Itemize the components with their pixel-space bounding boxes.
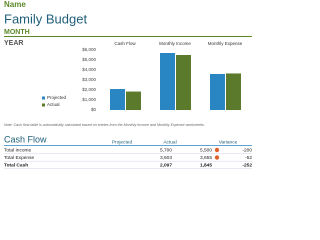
y-tick-label: $3,000 [82, 77, 96, 82]
y-tick-label: $2,000 [82, 87, 96, 92]
cell: 3,603 [160, 155, 172, 161]
legend-swatch [42, 96, 45, 100]
y-tick-label: $5,000 [82, 57, 96, 62]
cell: 3,655 [200, 155, 212, 161]
name-label: Name [4, 0, 26, 9]
legend-label: Actual [47, 102, 60, 107]
category-label: Monthly Income [159, 41, 191, 46]
bar [176, 55, 191, 110]
month-label: MONTH [4, 29, 30, 36]
legend-label: Projected [47, 95, 67, 100]
y-tick-label: $1,000 [82, 97, 96, 102]
y-tick-label: $6,000 [82, 47, 96, 52]
bar [210, 73, 225, 110]
status-icon [214, 147, 220, 153]
row-label: Total Cash [4, 162, 28, 168]
cell: 2,097 [160, 162, 172, 168]
bar [160, 53, 175, 110]
cell: 5,500 [200, 147, 212, 153]
category-label: Cash Flow [114, 41, 136, 46]
bar [110, 89, 125, 110]
column-header: Variance [219, 139, 238, 145]
bar [226, 73, 241, 110]
category-label: Monthly Expense [208, 41, 243, 46]
title: Family Budget [4, 11, 87, 26]
cell: -200 [242, 147, 252, 153]
spreadsheet: Name Family Budget MONTH YEAR Note: Cash… [4, 0, 253, 169]
row-label: Total Income [4, 147, 32, 153]
cell: -52 [245, 155, 252, 161]
column-header: Projected [112, 139, 133, 145]
table-title: Cash Flow [4, 134, 47, 144]
year-label: YEAR [4, 40, 23, 47]
y-tick-label: $4,000 [82, 67, 96, 72]
cell: 5,700 [160, 147, 172, 153]
bar [126, 91, 141, 110]
column-header: Actual [163, 139, 176, 145]
row-label: Total Expense [4, 155, 34, 161]
note: Note: Cash flow table is automatically c… [4, 123, 205, 127]
legend-swatch [42, 103, 45, 107]
y-tick-label: $0 [91, 107, 97, 112]
cell: 1,845 [200, 162, 212, 168]
status-icon [214, 155, 220, 160]
cell: -252 [242, 162, 252, 168]
